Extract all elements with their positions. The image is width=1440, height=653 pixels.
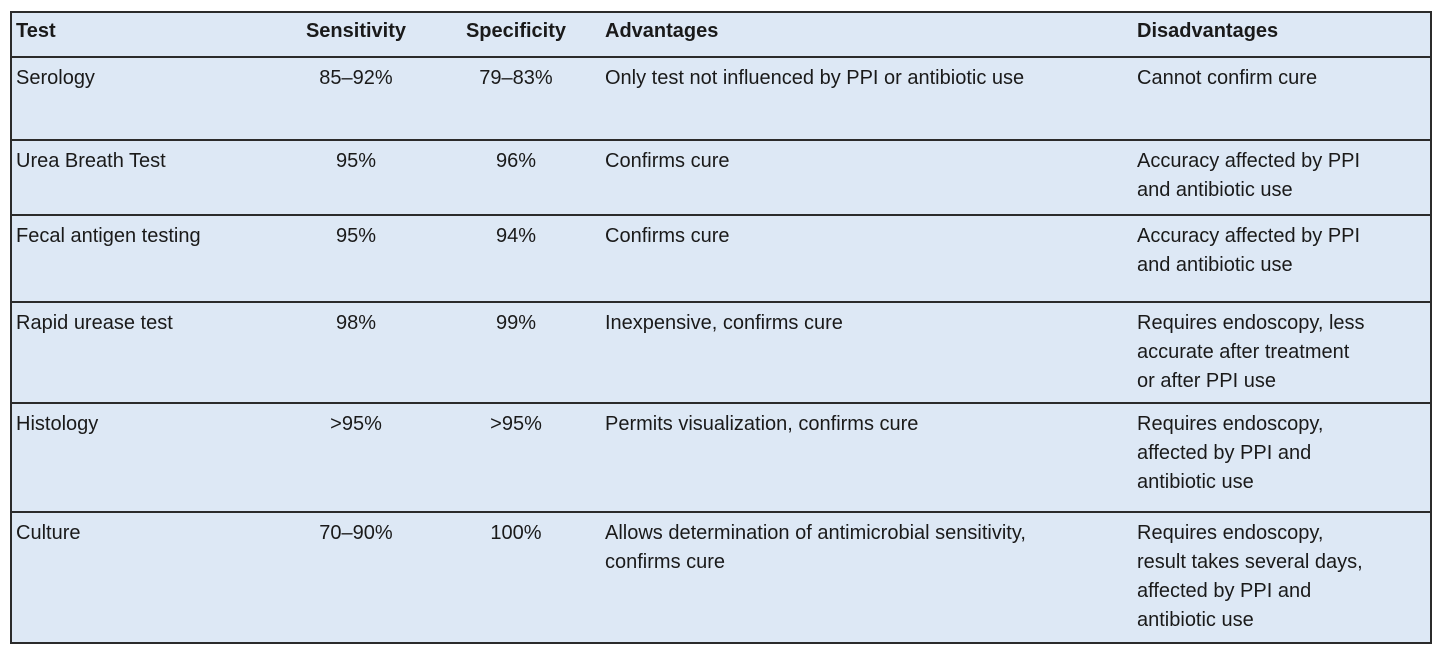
advantages-cell: Allows determination of antimicrobial se…	[601, 511, 1133, 643]
column-header: Test	[11, 11, 281, 57]
cell-line: Accuracy affected by PPI	[1137, 225, 1361, 247]
cell-line: affected by PPI and	[1137, 580, 1312, 602]
disadvantages-cell: Accuracy affected by PPI and antibiotic u…	[1133, 214, 1431, 302]
test-cell: Serology	[11, 56, 281, 140]
sensitivity-cell: 70–90%	[281, 511, 431, 643]
table-row: Rapid urease test 98% 99% Inexpensive, conf…	[11, 301, 1431, 403]
disadvantages-cell: Requires endoscopy, less accurate after t…	[1133, 301, 1431, 403]
cell-line: Accuracy affected by PPI	[1137, 150, 1361, 172]
cell-line: Requires endoscopy, less	[1137, 312, 1365, 334]
cell-line: Permits visualization, confirms cure	[605, 413, 919, 435]
cell-line: and antibiotic use	[1137, 179, 1293, 201]
test-cell: Fecal antigen testing	[11, 214, 281, 302]
cell-line: Inexpensive, confirms cure	[605, 312, 843, 334]
cell-line: Requires endoscopy,	[1137, 522, 1324, 544]
test-cell: Urea Breath Test	[11, 139, 281, 215]
cell-line: or after PPI use	[1137, 370, 1276, 392]
table-row: Urea Breath Test 95% 96% Confirms cure Accur…	[11, 139, 1431, 215]
disadvantages-cell: Accuracy affected by PPI and antibiotic u…	[1133, 139, 1431, 215]
specificity-cell: 100%	[431, 511, 601, 643]
cell-line: confirms cure	[605, 551, 726, 573]
column-header: Disadvantages	[1133, 11, 1431, 57]
advantages-cell: Confirms cure	[601, 214, 1133, 302]
column-header: Specificity	[431, 11, 601, 57]
table-row: Fecal antigen testing 95% 94% Confirms cure…	[11, 214, 1431, 302]
specificity-cell: 94%	[431, 214, 601, 302]
column-header: Sensitivity	[281, 11, 431, 57]
advantages-cell: Only test not influenced by PPI or antib…	[601, 56, 1133, 140]
column-header: Advantages	[601, 11, 1133, 57]
disadvantages-cell: Requires endoscopy, affected by PPI and an…	[1133, 402, 1431, 512]
cell-line: Only test not influenced by PPI or antib…	[605, 67, 1025, 89]
cell-line: antibiotic use	[1137, 471, 1254, 493]
cell-line: and antibiotic use	[1137, 254, 1293, 276]
disadvantages-cell: Cannot confirm cure	[1133, 56, 1431, 140]
table-row: Histology >95% >95% Permits visualization, …	[11, 402, 1431, 512]
cell-line: Confirms cure	[605, 225, 730, 247]
table-row: Culture 70–90% 100% Allows determination of…	[11, 511, 1431, 643]
table-body: Serology 85–92% 79–83% Only test not influe…	[11, 56, 1431, 643]
test-cell: Rapid urease test	[11, 301, 281, 403]
sensitivity-cell: 85–92%	[281, 56, 431, 140]
cell-line: Confirms cure	[605, 150, 730, 172]
advantages-cell: Permits visualization, confirms cure	[601, 402, 1133, 512]
sensitivity-cell: 95%	[281, 139, 431, 215]
cell-line: affected by PPI and	[1137, 442, 1312, 464]
cell-line: Cannot confirm cure	[1137, 67, 1318, 89]
cell-line: accurate after treatment	[1137, 341, 1350, 363]
test-cell: Histology	[11, 402, 281, 512]
cell-line: result takes several days,	[1137, 551, 1363, 573]
sensitivity-cell: >95%	[281, 402, 431, 512]
advantages-cell: Confirms cure	[601, 139, 1133, 215]
comparison-table: Test Sensitivity Specificity Advantages Disa…	[10, 11, 1432, 644]
specificity-cell: >95%	[431, 402, 601, 512]
table-container: Test Sensitivity Specificity Advantages Disa…	[10, 11, 1432, 644]
advantages-cell: Inexpensive, confirms cure	[601, 301, 1133, 403]
sensitivity-cell: 95%	[281, 214, 431, 302]
cell-line: Allows determination of antimicrobial se…	[605, 522, 1026, 544]
specificity-cell: 99%	[431, 301, 601, 403]
specificity-cell: 96%	[431, 139, 601, 215]
cell-line: antibiotic use	[1137, 609, 1254, 631]
table-row: Serology 85–92% 79–83% Only test not influe…	[11, 56, 1431, 140]
disadvantages-cell: Requires endoscopy, result takes several …	[1133, 511, 1431, 643]
sensitivity-cell: 98%	[281, 301, 431, 403]
test-cell: Culture	[11, 511, 281, 643]
header-row: Test Sensitivity Specificity Advantages Disa…	[11, 11, 1431, 57]
cell-line: Requires endoscopy,	[1137, 413, 1324, 435]
specificity-cell: 79–83%	[431, 56, 601, 140]
